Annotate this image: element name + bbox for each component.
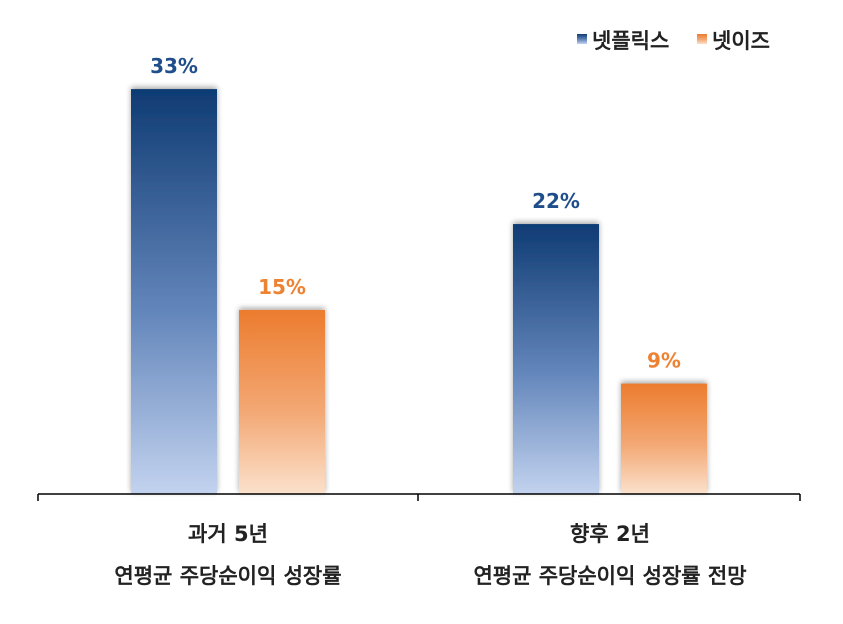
category-label-2-line-2: 연평균 주당순이익 성장률 전망	[473, 564, 746, 588]
data-label-netease-1: 15%	[258, 275, 306, 299]
category-label-1-line-2: 연평균 주당순이익 성장률	[114, 564, 341, 588]
data-label-netflix-2: 22%	[532, 189, 580, 213]
data-label-netease-2: 9%	[647, 349, 681, 373]
category-label-1-line-1: 과거 5년	[188, 522, 268, 546]
legend-label-netease: 넷이즈	[712, 29, 770, 53]
legend-swatch-netflix	[577, 34, 587, 44]
bars-layer	[131, 89, 707, 494]
x-axis	[37, 493, 801, 501]
legend-swatch-netease	[697, 34, 707, 44]
bar-netflix-2	[513, 224, 599, 494]
category-label-2-line-1: 향후 2년	[570, 522, 650, 546]
legend: 넷플릭스 넷이즈	[577, 29, 770, 53]
data-labels-layer: 33% 15% 22% 9%	[150, 54, 681, 372]
legend-label-netflix: 넷플릭스	[592, 29, 669, 53]
bar-netease-2	[621, 383, 707, 494]
bar-netflix-1	[131, 89, 217, 494]
data-label-netflix-1: 33%	[150, 54, 198, 78]
bar-netease-1	[239, 309, 325, 494]
